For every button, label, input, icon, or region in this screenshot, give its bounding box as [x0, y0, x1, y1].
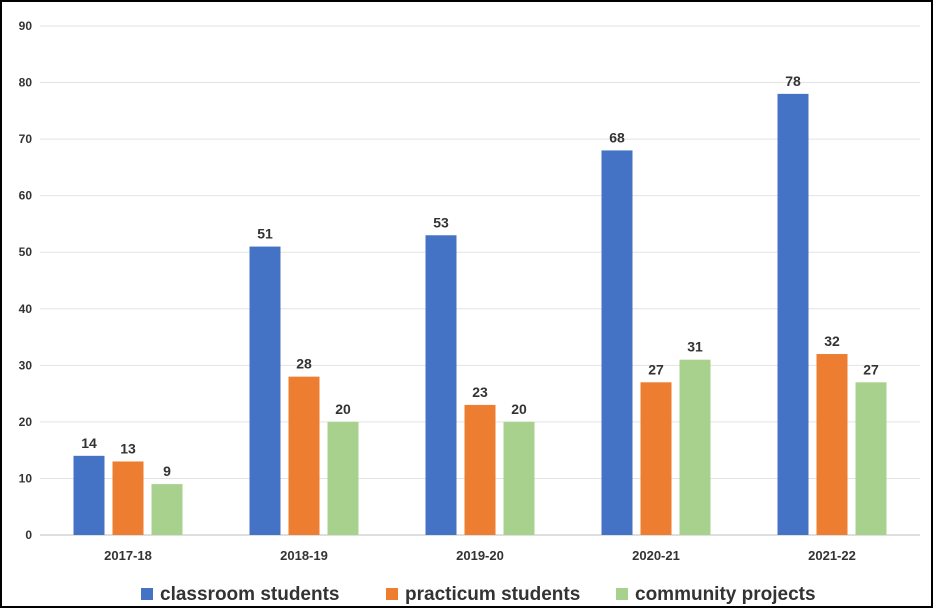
data-label-classroom-students-2020-21: 68 — [609, 129, 625, 145]
data-label-practicum-students-2020-21: 27 — [648, 361, 664, 377]
y-tick-label-30: 30 — [19, 358, 33, 372]
bar-classroom-students-2020-21 — [601, 150, 633, 535]
bar-classroom-students-2017-18 — [73, 455, 105, 535]
data-label-practicum-students-2017-18: 13 — [120, 440, 136, 456]
y-tick-label-70: 70 — [19, 132, 33, 146]
bar-community-projects-2020-21 — [679, 359, 711, 535]
legend-label-classroom-students: classroom students — [160, 584, 340, 605]
bar-community-projects-2017-18 — [151, 484, 183, 535]
x-category-label-2020-21: 2020-21 — [632, 548, 680, 563]
data-label-community-projects-2019-20: 20 — [511, 401, 527, 417]
y-tick-label-0: 0 — [25, 528, 32, 542]
data-label-practicum-students-2021-22: 32 — [824, 333, 840, 349]
x-category-label-2021-22: 2021-22 — [808, 548, 856, 563]
bar-practicum-students-2019-20 — [464, 404, 496, 535]
gridlines — [40, 25, 920, 536]
bar-practicum-students-2017-18 — [112, 461, 144, 535]
legend-swatch-community-projects — [616, 588, 628, 600]
y-tick-label-80: 80 — [19, 76, 33, 90]
data-label-classroom-students-2021-22: 78 — [785, 73, 801, 89]
data-label-classroom-students-2019-20: 53 — [433, 214, 449, 230]
data-label-practicum-students-2018-19: 28 — [296, 356, 312, 372]
bar-classroom-students-2021-22 — [777, 93, 809, 535]
legend-label-community-projects: community projects — [635, 584, 816, 605]
legend-swatch-classroom-students — [141, 588, 153, 600]
bar-community-projects-2021-22 — [855, 382, 887, 535]
data-label-community-projects-2021-22: 27 — [863, 361, 879, 377]
y-tick-label-50: 50 — [19, 245, 33, 259]
y-tick-label-20: 20 — [19, 415, 33, 429]
data-label-practicum-students-2019-20: 23 — [472, 384, 488, 400]
x-category-label-2018-19: 2018-19 — [280, 548, 328, 563]
data-label-community-projects-2018-19: 20 — [335, 401, 351, 417]
bar-practicum-students-2018-19 — [288, 376, 320, 535]
legend-label-practicum-students: practicum students — [405, 584, 580, 605]
bar-community-projects-2019-20 — [503, 421, 535, 535]
y-tick-label-10: 10 — [19, 471, 33, 485]
data-label-classroom-students-2017-18: 14 — [81, 435, 97, 451]
y-axis-tick-labels: 0 10 20 30 40 50 60 70 80 90 — [19, 19, 33, 542]
legend-swatch-practicum-students — [386, 588, 398, 600]
data-labels: 14 13 9 51 28 20 53 23 20 68 27 31 78 32 27 — [81, 73, 879, 479]
bars — [73, 93, 887, 536]
bar-practicum-students-2021-22 — [816, 354, 848, 535]
x-axis-category-labels: 2017-18 2018-19 2019-20 2020-21 2021-22 — [104, 548, 856, 563]
x-category-label-2019-20: 2019-20 — [456, 548, 504, 563]
data-label-community-projects-2017-18: 9 — [163, 463, 171, 479]
bar-community-projects-2018-19 — [327, 421, 359, 535]
data-label-community-projects-2020-21: 31 — [687, 339, 703, 355]
y-tick-label-90: 90 — [19, 19, 33, 33]
bar-classroom-students-2019-20 — [425, 235, 457, 535]
bar-practicum-students-2020-21 — [640, 382, 672, 535]
bar-classroom-students-2018-19 — [249, 246, 281, 536]
legend: classroom students practicum students comm… — [141, 584, 816, 605]
x-category-label-2017-18: 2017-18 — [104, 548, 152, 563]
y-tick-label-40: 40 — [19, 302, 33, 316]
y-tick-label-60: 60 — [19, 189, 33, 203]
data-label-classroom-students-2018-19: 51 — [257, 226, 273, 242]
